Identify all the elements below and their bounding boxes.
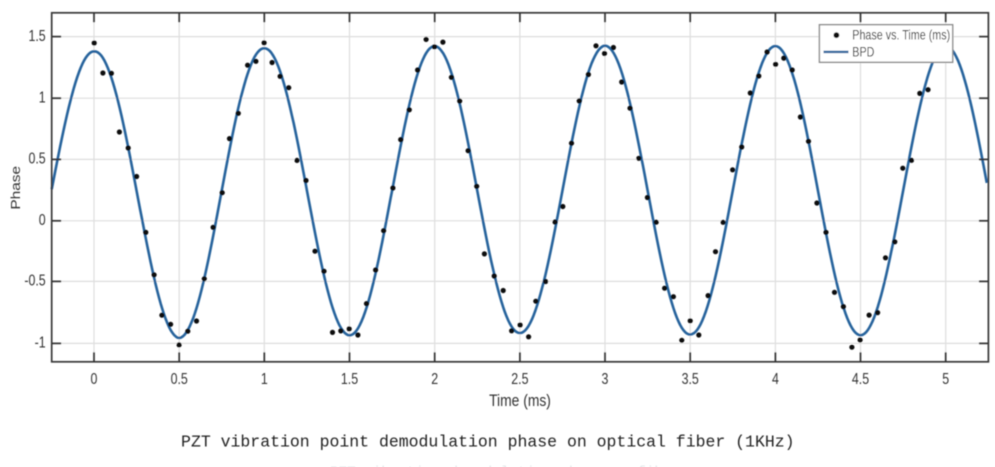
svg-text:0: 0 (39, 212, 46, 230)
svg-text:PZT vibration demodulation pha: PZT vibration demodulation phase on fibe… (330, 465, 680, 467)
svg-text:0: 0 (91, 371, 98, 389)
svg-text:4: 4 (772, 371, 779, 389)
svg-text:1.5: 1.5 (28, 27, 45, 45)
svg-text:Phase: Phase (9, 166, 24, 210)
svg-text:2.5: 2.5 (511, 371, 528, 389)
svg-text:-1: -1 (35, 334, 46, 352)
svg-text:PZT vibration point demodulati: PZT vibration point demodulation phase o… (181, 434, 795, 453)
svg-text:0.5: 0.5 (28, 150, 45, 168)
svg-text:BPD: BPD (852, 44, 874, 60)
svg-text:1: 1 (39, 89, 46, 107)
svg-text:5: 5 (942, 371, 949, 389)
svg-text:Phase vs. Time (ms): Phase vs. Time (ms) (852, 27, 950, 43)
svg-text:2: 2 (431, 371, 438, 389)
svg-text:-0.5: -0.5 (24, 272, 45, 290)
svg-text:Time (ms): Time (ms) (489, 392, 551, 410)
svg-text:0.5: 0.5 (171, 371, 188, 389)
svg-text:3: 3 (602, 371, 609, 389)
svg-text:1.5: 1.5 (341, 371, 358, 389)
svg-text:4.5: 4.5 (852, 371, 869, 389)
svg-text:1: 1 (261, 371, 268, 389)
svg-text:3.5: 3.5 (682, 371, 699, 389)
